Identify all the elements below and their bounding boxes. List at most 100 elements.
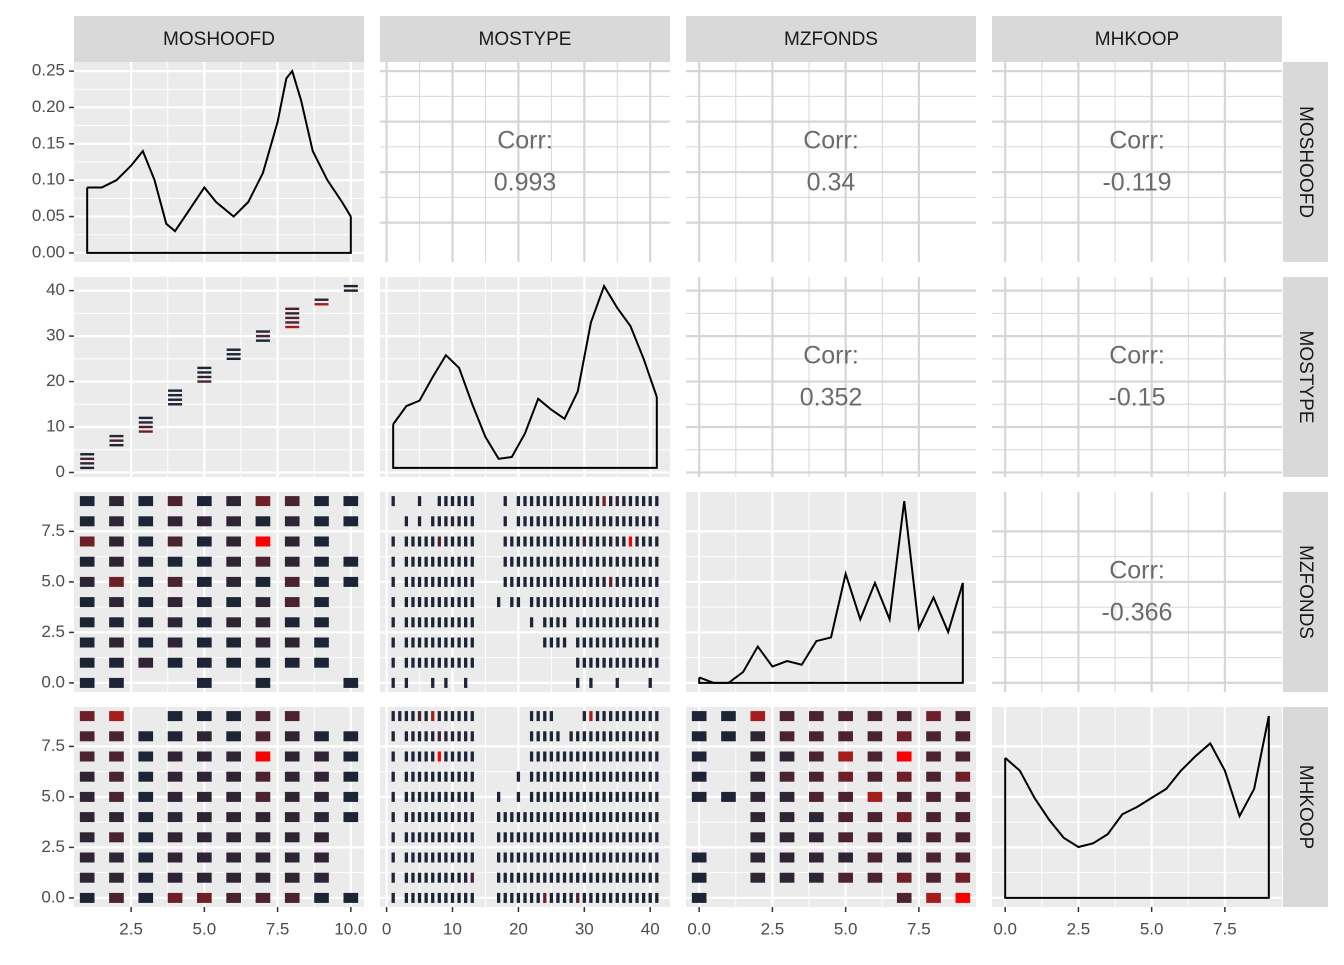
point bbox=[167, 657, 183, 668]
point bbox=[809, 791, 824, 802]
point bbox=[516, 771, 521, 782]
density-line bbox=[392, 283, 658, 460]
point bbox=[457, 556, 461, 567]
point bbox=[450, 872, 455, 883]
point bbox=[450, 516, 455, 527]
point bbox=[576, 637, 580, 648]
point bbox=[197, 872, 212, 883]
point bbox=[109, 637, 124, 648]
point bbox=[470, 892, 474, 903]
point bbox=[516, 576, 521, 587]
point bbox=[109, 597, 124, 608]
point bbox=[431, 536, 435, 547]
point bbox=[417, 832, 422, 843]
panel-background bbox=[380, 62, 670, 262]
point bbox=[721, 711, 736, 722]
point bbox=[314, 637, 329, 648]
point bbox=[549, 791, 554, 802]
point bbox=[197, 371, 212, 374]
point bbox=[635, 657, 639, 668]
point bbox=[602, 852, 606, 863]
point bbox=[255, 677, 271, 688]
point bbox=[314, 892, 329, 903]
point bbox=[431, 832, 435, 843]
point bbox=[562, 617, 567, 628]
point bbox=[750, 872, 766, 883]
point bbox=[314, 516, 329, 527]
x-tick-label: 7.5 bbox=[266, 919, 290, 938]
point bbox=[536, 556, 540, 567]
point bbox=[609, 771, 613, 782]
point bbox=[896, 872, 912, 883]
point bbox=[595, 516, 600, 527]
point bbox=[602, 872, 606, 883]
point bbox=[424, 731, 428, 742]
point bbox=[602, 516, 606, 527]
point bbox=[562, 832, 567, 843]
point bbox=[109, 872, 124, 883]
point bbox=[314, 657, 329, 668]
point bbox=[503, 536, 507, 547]
point bbox=[516, 536, 521, 547]
point bbox=[424, 617, 428, 628]
point bbox=[444, 812, 448, 823]
point bbox=[529, 711, 534, 722]
point bbox=[635, 637, 639, 648]
point bbox=[167, 597, 183, 608]
point bbox=[503, 812, 507, 823]
point bbox=[470, 771, 474, 782]
point bbox=[867, 771, 883, 782]
point bbox=[411, 852, 415, 863]
point bbox=[109, 731, 124, 742]
point bbox=[569, 791, 573, 802]
density-outline bbox=[86, 187, 352, 254]
point bbox=[284, 516, 300, 527]
point bbox=[168, 403, 183, 406]
point bbox=[779, 791, 795, 802]
point bbox=[615, 576, 619, 587]
point bbox=[457, 496, 461, 507]
point bbox=[641, 771, 646, 782]
point bbox=[168, 393, 183, 397]
point bbox=[391, 556, 395, 567]
point bbox=[635, 852, 639, 863]
x-tick-label: 0.0 bbox=[687, 919, 711, 938]
point bbox=[529, 771, 534, 782]
point bbox=[79, 677, 95, 688]
point bbox=[569, 536, 573, 547]
point bbox=[602, 597, 606, 608]
point bbox=[197, 731, 212, 742]
point bbox=[457, 852, 461, 863]
point bbox=[417, 597, 422, 608]
point bbox=[464, 852, 468, 863]
point bbox=[255, 731, 271, 742]
point bbox=[589, 832, 593, 843]
point bbox=[622, 711, 626, 722]
point bbox=[255, 892, 271, 903]
point bbox=[648, 812, 652, 823]
point bbox=[562, 556, 567, 567]
point bbox=[635, 832, 639, 843]
point bbox=[896, 771, 912, 782]
point bbox=[582, 711, 586, 722]
point bbox=[464, 791, 468, 802]
point bbox=[549, 556, 554, 567]
top-strip bbox=[686, 16, 976, 62]
point bbox=[457, 536, 461, 547]
point bbox=[609, 872, 613, 883]
point bbox=[595, 637, 600, 648]
point bbox=[721, 731, 736, 742]
density-line bbox=[698, 500, 964, 684]
point bbox=[437, 536, 441, 547]
point bbox=[417, 892, 422, 903]
point bbox=[226, 536, 241, 547]
point bbox=[543, 617, 547, 628]
point bbox=[138, 872, 154, 883]
point bbox=[404, 791, 409, 802]
point bbox=[510, 556, 514, 567]
top-strip-label: MHKOOP bbox=[1095, 29, 1179, 50]
point bbox=[615, 496, 619, 507]
point bbox=[543, 597, 547, 608]
point bbox=[622, 892, 626, 903]
point bbox=[529, 791, 534, 802]
